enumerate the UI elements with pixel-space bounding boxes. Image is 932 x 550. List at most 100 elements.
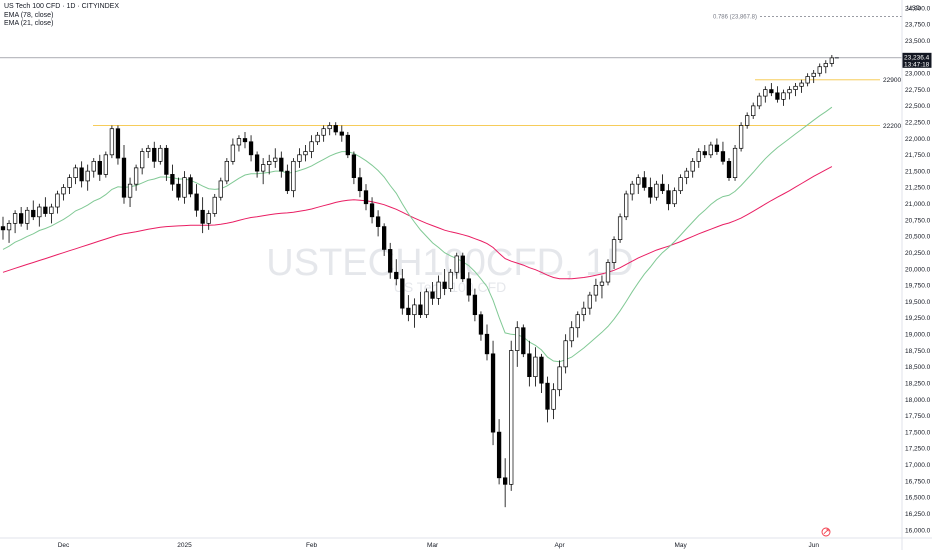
candle (726, 158, 732, 181)
candle (575, 311, 580, 338)
candle (133, 164, 139, 191)
candle (811, 69, 816, 84)
y-tick-label: 18,250.0 (905, 380, 931, 387)
time-axis[interactable]: Dec2025FebMarAprMayJunJulAug (0, 537, 932, 549)
chart-legend: US Tech 100 CFD · 1D · CITYINDEX EMA (78… (4, 3, 119, 29)
candle (194, 184, 199, 217)
candle-body (248, 141, 254, 156)
candle-body (466, 278, 471, 296)
candle-body (406, 307, 411, 316)
candle (738, 122, 744, 152)
candle-body (775, 92, 780, 100)
chart-overlays: 23,236.413:47:18 (821, 52, 932, 537)
currency-label: USD (907, 5, 921, 12)
candle-body (357, 177, 363, 192)
candle (623, 190, 629, 221)
candle (140, 148, 145, 175)
candle-body (73, 167, 78, 179)
candle-body (267, 160, 272, 165)
y-tick-label: 24,000.0 (905, 5, 931, 12)
candle (587, 291, 592, 315)
candle (188, 174, 193, 198)
candle (484, 324, 490, 361)
candle (55, 190, 60, 214)
candle (684, 167, 689, 185)
candle (763, 86, 768, 103)
price-axis[interactable]: USD 16,000.0 16,250.0 16,500.0 16,750.0 17,00… (901, 0, 931, 550)
candle-body (751, 105, 756, 117)
candle (158, 145, 163, 165)
candle-body (630, 183, 635, 195)
fib-label: 0.786 (23,867.8) (713, 15, 757, 21)
candle-body (382, 226, 387, 250)
candle-body (418, 304, 423, 316)
candle-body (200, 209, 205, 224)
candle (19, 207, 24, 227)
candle (454, 252, 459, 279)
candle (242, 131, 248, 149)
candle (273, 148, 278, 168)
candle (67, 174, 72, 194)
candle-body (672, 190, 677, 205)
x-tick-label: 2025 (177, 542, 192, 549)
candle (152, 141, 157, 168)
candle (315, 131, 320, 146)
candle-body (648, 187, 653, 198)
candle-body (291, 160, 296, 192)
candle (291, 158, 296, 198)
y-tick-label: 22,750.0 (905, 87, 931, 94)
candle-body (714, 144, 720, 152)
candle (115, 125, 121, 165)
y-tick-label: 19,750.0 (905, 283, 931, 290)
candle (230, 138, 236, 165)
candle (466, 272, 471, 302)
candle-body (642, 177, 647, 188)
legend-ema-slow[interactable]: EMA (78, close) (4, 11, 54, 19)
legend-symbol[interactable]: US Tech 100 CFD · 1D · CITYINDEX (4, 3, 120, 10)
candle-body (660, 183, 665, 192)
candle (200, 197, 205, 234)
candle (539, 353, 544, 393)
candle (430, 282, 435, 305)
candle (61, 184, 66, 201)
candle (775, 86, 780, 103)
y-tick-label: 23,750.0 (905, 22, 931, 29)
candle-body (230, 144, 236, 162)
legend-ema-fast[interactable]: EMA (21, close) (4, 20, 54, 27)
candle (400, 269, 405, 315)
candle-body (315, 134, 320, 143)
candle (442, 269, 447, 296)
candle (267, 154, 272, 175)
y-tick-label: 23,000.0 (905, 71, 931, 78)
candle (515, 321, 520, 367)
candle-body (388, 249, 393, 273)
candle (720, 141, 726, 165)
last-price-marker[interactable]: 23,236.413:47:18 (902, 52, 932, 68)
candle (654, 180, 659, 201)
candle (394, 259, 399, 286)
candle-body (152, 147, 157, 162)
candle (823, 60, 828, 74)
candle (660, 174, 665, 194)
candles (0, 54, 834, 508)
candle-body (309, 141, 314, 152)
candle-body (182, 177, 187, 198)
candle-body (623, 193, 629, 218)
y-tick-label: 21,750.0 (905, 152, 931, 159)
candle (478, 311, 484, 341)
candle-body (194, 193, 199, 211)
go-to-realtime-icon[interactable] (821, 527, 831, 537)
candle-body (333, 125, 338, 133)
candle-body (285, 170, 290, 192)
candle-body (654, 183, 659, 198)
candle-body (164, 147, 169, 175)
candle (369, 197, 375, 224)
candle-body (509, 350, 514, 485)
candle (593, 278, 599, 302)
candle-body (545, 382, 550, 410)
candle (357, 167, 363, 198)
candle-body (666, 190, 671, 205)
candle-body (757, 95, 762, 107)
